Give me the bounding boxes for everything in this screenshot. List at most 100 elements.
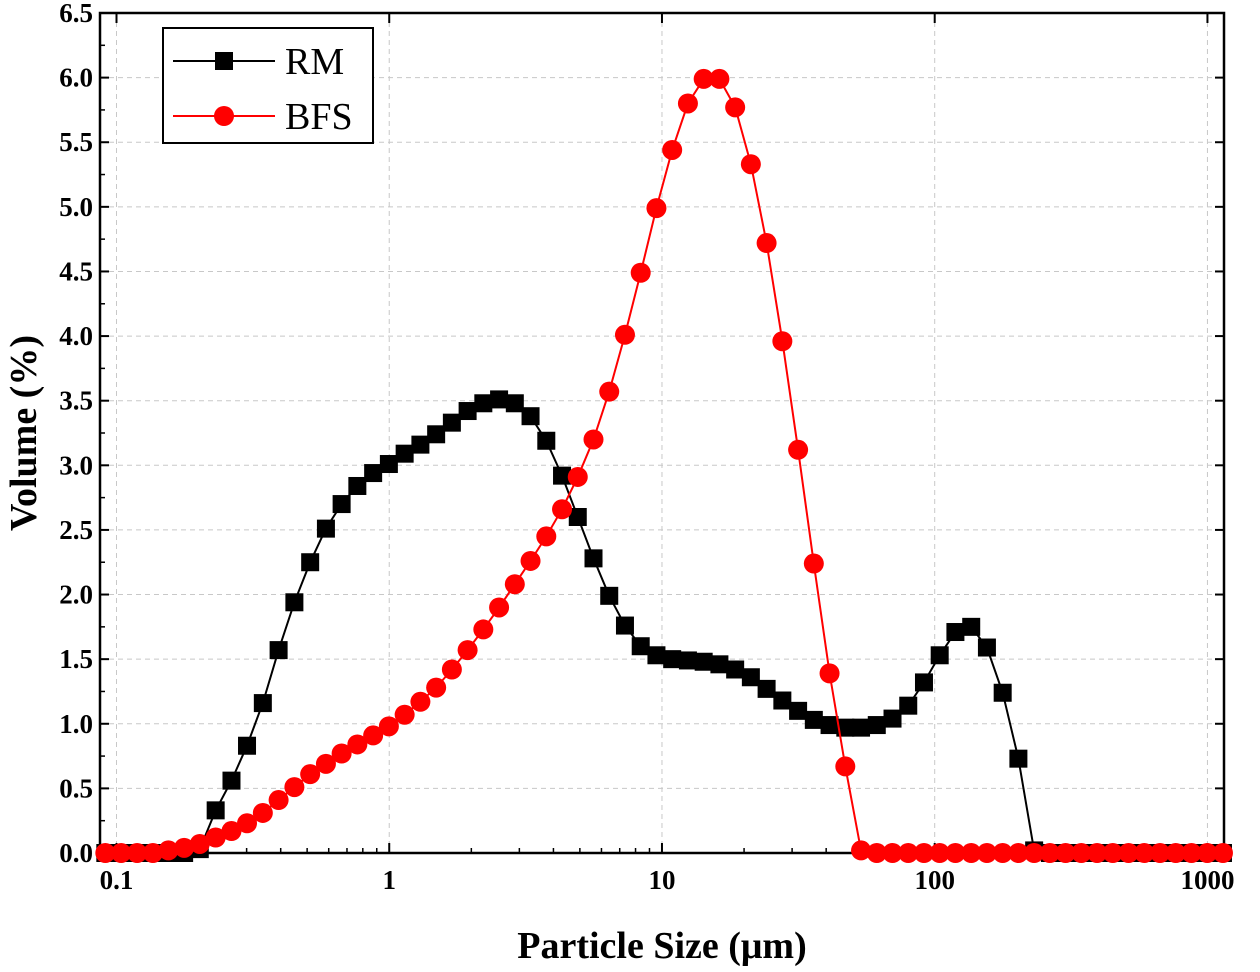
data-point-bfs	[913, 843, 934, 863]
data-point-bfs	[1181, 843, 1202, 863]
data-point-rm	[930, 646, 949, 665]
data-point-rm	[301, 553, 320, 572]
legend: RM BFS	[162, 27, 374, 144]
data-point-bfs	[1008, 843, 1029, 863]
series-line-bfs	[105, 77, 1223, 854]
y-tick-label: 0.0	[59, 838, 93, 868]
data-point-rm	[726, 660, 745, 679]
data-point-rm	[568, 508, 587, 526]
series-layer	[95, 68, 1233, 863]
data-point-bfs	[1118, 843, 1139, 863]
data-point-rm	[474, 394, 493, 413]
x-tick-label: 1	[382, 865, 396, 895]
data-point-rm	[269, 641, 288, 660]
data-point-bfs	[441, 659, 462, 680]
data-point-bfs	[835, 756, 856, 777]
data-point-bfs	[1212, 843, 1233, 863]
data-point-bfs	[394, 704, 415, 725]
data-point-bfs	[866, 843, 887, 863]
legend-label: BFS	[285, 96, 353, 138]
data-point-rm	[615, 616, 634, 635]
y-tick-label: 3.0	[59, 450, 93, 480]
data-point-bfs	[111, 843, 132, 863]
legend-entry-bfs: BFS	[173, 96, 353, 138]
legend-entry-rm: RM	[173, 41, 344, 83]
data-point-bfs	[331, 743, 352, 764]
legend-label: RM	[285, 41, 344, 83]
y-tick-label: 3.5	[59, 386, 93, 416]
data-point-rm	[348, 476, 367, 495]
data-point-rm	[852, 718, 871, 737]
data-point-bfs	[677, 93, 698, 114]
data-point-bfs	[158, 840, 179, 861]
data-point-rm	[521, 407, 540, 426]
data-point-bfs	[945, 843, 966, 863]
data-point-rm	[458, 402, 477, 421]
data-point-bfs	[725, 97, 746, 118]
legend-marker	[214, 106, 234, 126]
data-point-rm	[364, 464, 383, 483]
y-tick-label: 6.5	[59, 0, 93, 28]
data-point-rm	[914, 673, 933, 692]
data-point-rm	[647, 646, 666, 665]
data-point-bfs	[363, 725, 384, 746]
data-point-bfs	[536, 526, 557, 547]
data-point-rm	[899, 696, 918, 715]
y-tick-label: 5.5	[59, 127, 93, 157]
data-point-bfs	[803, 553, 824, 574]
legend-box	[162, 27, 374, 144]
x-tick-label: 100	[914, 865, 955, 895]
data-point-bfs	[662, 139, 683, 160]
data-point-rm	[820, 716, 839, 735]
data-point-rm	[316, 519, 335, 538]
data-point-bfs	[583, 429, 604, 450]
data-point-bfs	[1102, 843, 1123, 863]
data-point-bfs	[205, 827, 226, 848]
series-line-rm	[105, 398, 1223, 854]
data-point-rm	[836, 718, 855, 737]
data-point-rm	[222, 771, 241, 790]
data-point-bfs	[237, 813, 258, 834]
data-point-rm	[757, 679, 776, 698]
data-point-bfs	[788, 439, 809, 460]
series-rm	[96, 390, 1232, 862]
data-point-bfs	[992, 843, 1013, 863]
x-tick-label: 1000	[1180, 865, 1234, 895]
data-point-bfs	[410, 691, 431, 712]
data-point-rm	[663, 650, 682, 669]
data-point-bfs	[95, 843, 116, 863]
y-tick-label: 0.5	[59, 773, 93, 803]
data-point-bfs	[646, 198, 667, 219]
y-tick-label: 6.0	[59, 63, 93, 93]
data-point-bfs	[929, 843, 950, 863]
data-point-bfs	[520, 550, 541, 571]
data-point-rm	[332, 495, 351, 514]
data-point-bfs	[898, 843, 919, 863]
data-point-rm	[285, 593, 304, 612]
data-point-rm	[490, 390, 509, 409]
data-point-bfs	[614, 324, 635, 345]
data-point-rm	[962, 617, 981, 636]
data-point-bfs	[851, 840, 872, 861]
data-point-bfs	[1165, 843, 1186, 863]
data-point-bfs	[1134, 843, 1155, 863]
y-tick-label: 2.5	[59, 515, 93, 545]
data-point-bfs	[1197, 843, 1218, 863]
data-point-bfs	[1150, 843, 1171, 863]
data-point-bfs	[882, 843, 903, 863]
data-point-bfs	[1039, 843, 1060, 863]
data-point-rm	[631, 637, 650, 656]
data-point-rm	[379, 455, 398, 474]
data-point-rm	[773, 691, 792, 710]
data-point-bfs	[300, 764, 321, 785]
data-point-rm	[206, 801, 225, 820]
data-point-bfs	[473, 619, 494, 640]
y-tick-label: 1.0	[59, 709, 93, 739]
data-point-rm	[238, 736, 257, 755]
data-point-bfs	[567, 466, 588, 487]
data-point-bfs	[252, 802, 273, 823]
data-point-rm	[946, 623, 965, 642]
data-point-bfs	[961, 843, 982, 863]
data-point-bfs	[1055, 843, 1076, 863]
y-axis-title: Volume (%)	[3, 335, 45, 531]
